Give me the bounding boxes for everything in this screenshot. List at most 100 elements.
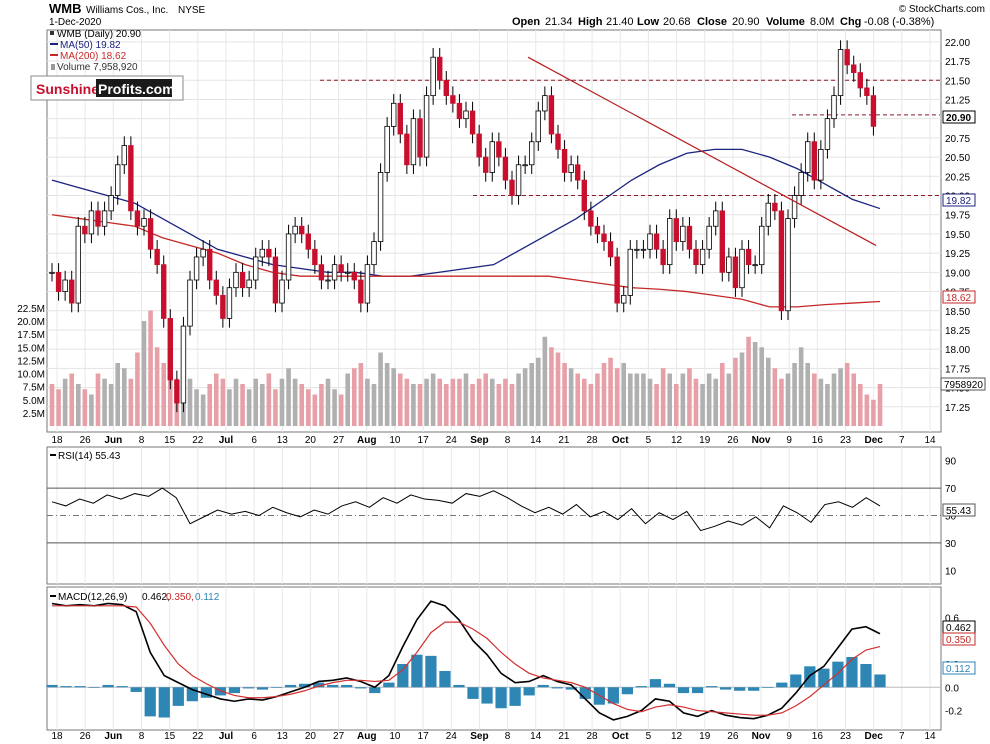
volume-bar: [838, 368, 843, 426]
macd-histogram-bar: [284, 684, 297, 688]
volume-bar: [253, 378, 259, 426]
candle-body: [259, 248, 265, 258]
volume-bar: [102, 378, 107, 426]
x-tick-label: 28: [587, 731, 599, 742]
macd-histogram-bar: [327, 684, 339, 688]
volume-bar: [397, 373, 403, 426]
volume-badge: [940, 377, 986, 391]
candle-body: [338, 264, 344, 273]
logo-text-1: Sunshine: [36, 81, 99, 97]
volume-bar: [851, 373, 857, 426]
volume-bar: [220, 378, 226, 426]
macd-lines: [46, 600, 941, 721]
candle-body: [575, 164, 581, 181]
candle-body: [594, 225, 601, 235]
volume-bar: [470, 384, 475, 426]
x-tick-label: 19: [699, 435, 711, 446]
candle-body: [305, 233, 311, 250]
macd-histogram-bar: [832, 661, 844, 688]
candle-body: [791, 195, 798, 219]
price-panel: [46, 29, 942, 433]
candle-body: [535, 110, 541, 143]
macd-title-name: MACD(12,26,9): [58, 592, 127, 603]
volume-y-tick: 20.0M: [17, 317, 45, 328]
macd-histogram-bar: [635, 686, 648, 688]
volume-bar: [857, 384, 863, 426]
candle-body: [141, 218, 147, 227]
macd-histogram-bar: [172, 687, 184, 706]
price-y-tick: 18.00: [945, 345, 970, 356]
candle-body: [627, 248, 633, 296]
x-tick-label: 26: [80, 435, 92, 446]
volume-value: 8.0M: [810, 16, 834, 28]
volume-bar: [378, 352, 383, 426]
volume-bar: [641, 373, 646, 426]
candle-body: [864, 87, 870, 97]
candle-body: [601, 233, 607, 243]
open-value: 21.34: [545, 16, 573, 28]
rsi-badge-text: 55.43: [946, 506, 971, 517]
candle-body: [870, 95, 877, 127]
macd-histogram-bar: [369, 687, 381, 694]
candle-body: [180, 325, 187, 404]
volume-bar: [535, 357, 541, 426]
hist-badge: [942, 661, 976, 675]
price-y-tick: 20.75: [945, 134, 970, 145]
volume-bar: [588, 384, 594, 426]
candle-body: [844, 49, 850, 66]
volume-bar: [739, 352, 745, 426]
volume-bar: [430, 373, 436, 426]
candle-body: [364, 264, 371, 304]
ma200-legend-swatch: [50, 54, 58, 56]
x-tick-label: Jul: [219, 731, 234, 742]
candle-body: [108, 195, 114, 212]
candle-body: [266, 248, 272, 258]
volume-bar: [877, 384, 883, 426]
candlesticks: [49, 40, 877, 413]
candle-body: [739, 248, 745, 289]
candle-body: [719, 210, 725, 273]
volume-bar: [115, 363, 121, 426]
ma200-badge-text: 18.62: [946, 293, 971, 304]
volume-bar: [437, 378, 443, 426]
x-tick-label: Jun: [104, 731, 122, 742]
volume-bar: [240, 384, 245, 426]
macd-histogram-bar: [621, 687, 634, 695]
legend-ma50: MA(50) 19.82: [60, 40, 121, 51]
price-y-tick: 21.75: [945, 57, 970, 68]
x-tick-label: 12: [671, 435, 683, 446]
volume-bar: [805, 363, 811, 426]
candle-body: [331, 264, 338, 281]
candle-body: [299, 225, 305, 235]
logo-dark-band: [96, 79, 172, 97]
volume-y-tick: 12.5M: [17, 356, 45, 367]
macd-histogram-bar: [790, 674, 802, 688]
volume-bar: [148, 310, 153, 426]
candle-body: [798, 172, 804, 196]
volume-bar: [358, 363, 364, 426]
volume-y-tick: 2.5M: [23, 409, 45, 420]
volume-bar: [351, 368, 357, 426]
x-tick-label: 8: [139, 731, 145, 742]
volume-bar: [187, 378, 193, 426]
candle-body: [226, 287, 233, 319]
volume-bar: [549, 347, 554, 426]
volume-bar: [75, 384, 81, 426]
x-tick-label: Dec: [864, 435, 883, 446]
macd-title-v2: 0.350,: [166, 592, 194, 603]
volume-bar: [443, 384, 449, 426]
volume-bar: [798, 347, 804, 426]
candle-body: [134, 210, 141, 227]
volume-bar: [305, 389, 311, 426]
x-tick-label: 8: [505, 731, 511, 742]
ma50-legend-swatch: [50, 43, 58, 45]
candle-body: [285, 233, 292, 281]
candle-body: [174, 379, 180, 404]
candle-body: [640, 248, 647, 251]
macd-histogram-bar: [74, 686, 86, 688]
close-label: Close: [697, 16, 727, 28]
volume-bar: [207, 384, 213, 426]
macd-histogram-bar: [846, 657, 858, 688]
candle-body: [147, 218, 154, 250]
rsi-line: [47, 487, 941, 544]
